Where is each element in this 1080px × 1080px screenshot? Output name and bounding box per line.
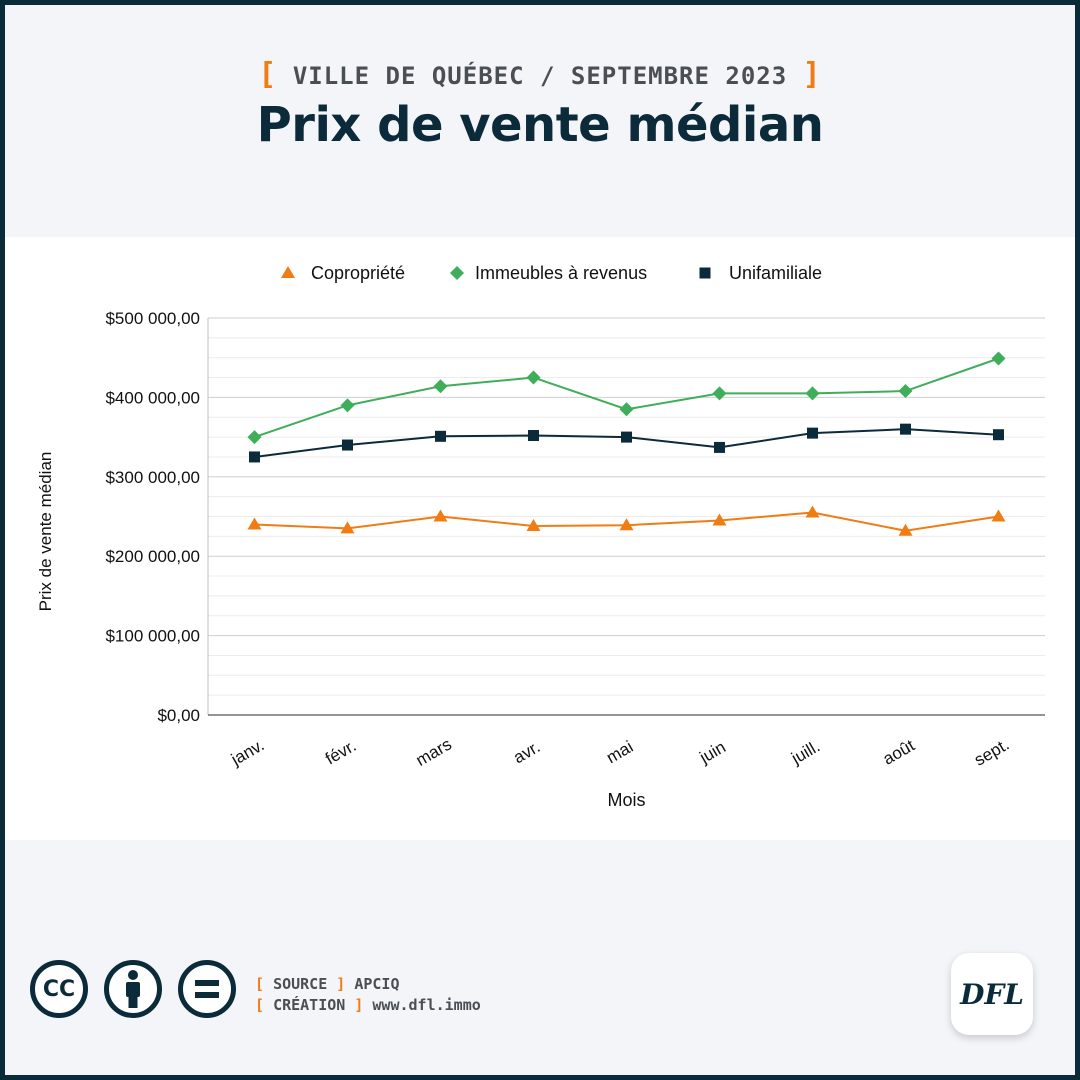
x-tick-label: juill.	[787, 737, 823, 769]
data-point	[526, 370, 541, 385]
data-point	[433, 379, 448, 394]
creation-value: www.dfl.immo	[372, 996, 481, 1014]
data-point	[714, 441, 725, 453]
data-point	[435, 430, 446, 442]
creation-label: CRÉATION	[273, 996, 346, 1014]
source-line: [ SOURCE ] APCIQ	[255, 974, 481, 995]
kicker-bracket-close: ]	[802, 57, 822, 92]
logo-text: DFL	[960, 977, 1024, 1011]
equals-glyph	[195, 980, 219, 998]
chart-panel: $0,00 $100 000,00 $200 000,00 $300 000,00 $4…	[5, 237, 1075, 840]
source-bracket-open: [	[255, 975, 265, 993]
data-point	[621, 431, 632, 443]
data-point	[712, 513, 727, 526]
x-tick-label: mai	[603, 737, 636, 767]
legend-label: Immeubles à revenus	[475, 263, 647, 283]
source-bracket-close: ]	[336, 975, 346, 993]
y-tick-label: $300 000,00	[105, 468, 200, 487]
data-point	[528, 430, 539, 442]
legend-marker	[281, 266, 295, 278]
kicker: [ VILLE DE QUÉBEC / SEPTEMBRE 2023 ]	[5, 57, 1075, 92]
data-point	[249, 451, 260, 463]
data-point	[993, 429, 1004, 441]
data-point	[898, 384, 913, 399]
data-point	[619, 518, 634, 531]
legend-label: Unifamiliale	[729, 263, 822, 283]
data-point	[342, 439, 353, 451]
data-point	[247, 517, 262, 530]
creation-bracket-close: ]	[354, 996, 364, 1014]
y-tick-label: $400 000,00	[105, 388, 200, 407]
cc-label: CC	[42, 976, 76, 1002]
data-point	[340, 398, 355, 413]
source-label: SOURCE	[273, 975, 328, 993]
source-value: APCIQ	[354, 975, 400, 993]
x-tick-label: août	[880, 736, 918, 769]
dfl-logo: DFL	[951, 953, 1033, 1035]
cc-icon: CC	[30, 960, 88, 1018]
data-point	[991, 351, 1006, 366]
creation-line: [ CRÉATION ] www.dfl.immo	[255, 995, 481, 1016]
data-point	[991, 509, 1006, 522]
legend-label: Copropriété	[311, 263, 405, 283]
legend-marker	[450, 266, 464, 280]
kicker-bracket-open: [	[258, 57, 278, 92]
x-tick-label: sept.	[971, 735, 1012, 770]
data-point	[433, 509, 448, 522]
x-tick-label: févr.	[322, 736, 359, 769]
data-point	[805, 386, 820, 401]
y-tick-label: $100 000,00	[105, 627, 200, 646]
data-point	[619, 402, 634, 417]
no-derivatives-icon	[178, 960, 236, 1018]
creation-bracket-open: [	[255, 996, 265, 1014]
data-point	[898, 523, 913, 536]
footer: CC [ SOURCE ] APCIQ [ CRÉATI	[5, 840, 1075, 1075]
kicker-text: VILLE DE QUÉBEC / SEPTEMBRE 2023	[292, 62, 788, 90]
x-tick-label: janv.	[227, 735, 267, 769]
y-axis-label: Prix de vente médian	[36, 452, 55, 612]
line-chart: $0,00 $100 000,00 $200 000,00 $300 000,00 $4…	[36, 263, 1045, 810]
x-tick-label: mars	[413, 735, 455, 770]
legend-marker	[699, 267, 711, 279]
data-point	[526, 519, 541, 532]
data-point	[900, 423, 911, 435]
y-tick-label: $0,00	[157, 706, 200, 725]
attribution-icon	[104, 960, 162, 1018]
credits: [ SOURCE ] APCIQ [ CRÉATION ] www.dfl.im…	[255, 974, 481, 1016]
data-point	[807, 427, 818, 439]
data-point	[340, 521, 355, 534]
attribution-glyph	[126, 970, 140, 1008]
header: [ VILLE DE QUÉBEC / SEPTEMBRE 2023 ] Pri…	[5, 5, 1075, 237]
y-tick-label: $200 000,00	[105, 547, 200, 566]
data-point	[247, 430, 262, 445]
x-axis-label: Mois	[607, 790, 645, 810]
y-tick-label: $500 000,00	[105, 309, 200, 328]
x-tick-label: avr.	[510, 737, 543, 767]
page-title: Prix de vente médian	[256, 97, 824, 153]
data-point	[712, 386, 727, 401]
x-tick-label: juin	[696, 737, 729, 767]
data-point	[805, 505, 820, 518]
